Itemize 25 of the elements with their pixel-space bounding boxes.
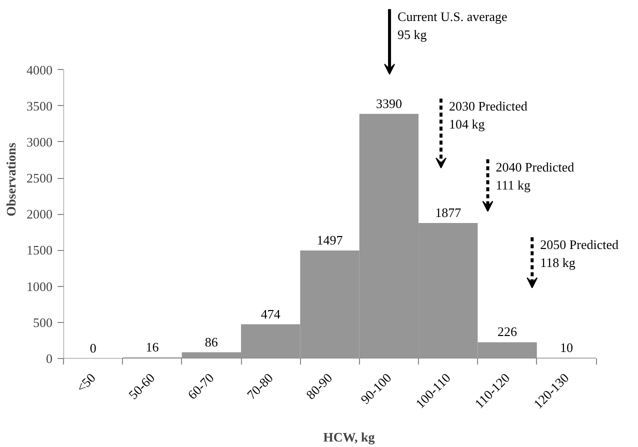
y-tick-label: 1000 [26, 278, 52, 294]
data-label: 226 [498, 324, 518, 340]
y-tick-label: 0 [46, 351, 52, 366]
y-tick-label: 1500 [26, 242, 52, 258]
y-tick-label: 3500 [26, 98, 52, 114]
y-tick-label: 500 [33, 314, 52, 330]
x-tick-label: <50 [73, 370, 98, 396]
y-tick-label: 4000 [26, 62, 52, 78]
y-axis-title: Observations [4, 142, 18, 216]
data-label: 10 [560, 340, 573, 355]
data-label: 474 [260, 306, 281, 322]
data-label: 86 [204, 334, 218, 350]
y-tick-label: 2000 [26, 206, 52, 222]
x-axis-title: HCW, kg [323, 430, 376, 445]
text: Current U.S. average 95 kg [398, 9, 508, 42]
annotation: 2050 Predicted 118 kg [540, 237, 619, 270]
data-label: 1877 [435, 205, 462, 220]
y-tick-label: 3000 [26, 134, 52, 150]
data-label: 0 [90, 340, 96, 356]
data-label: 1497 [316, 232, 344, 248]
data-label: 16 [146, 339, 160, 354]
annotation: 2040 Predicted 111 kg [496, 159, 575, 192]
y-tick-label: 2500 [26, 170, 52, 186]
annotation: 2030 Predicted 104 kg [449, 98, 528, 132]
data-label: 3390 [376, 96, 402, 111]
